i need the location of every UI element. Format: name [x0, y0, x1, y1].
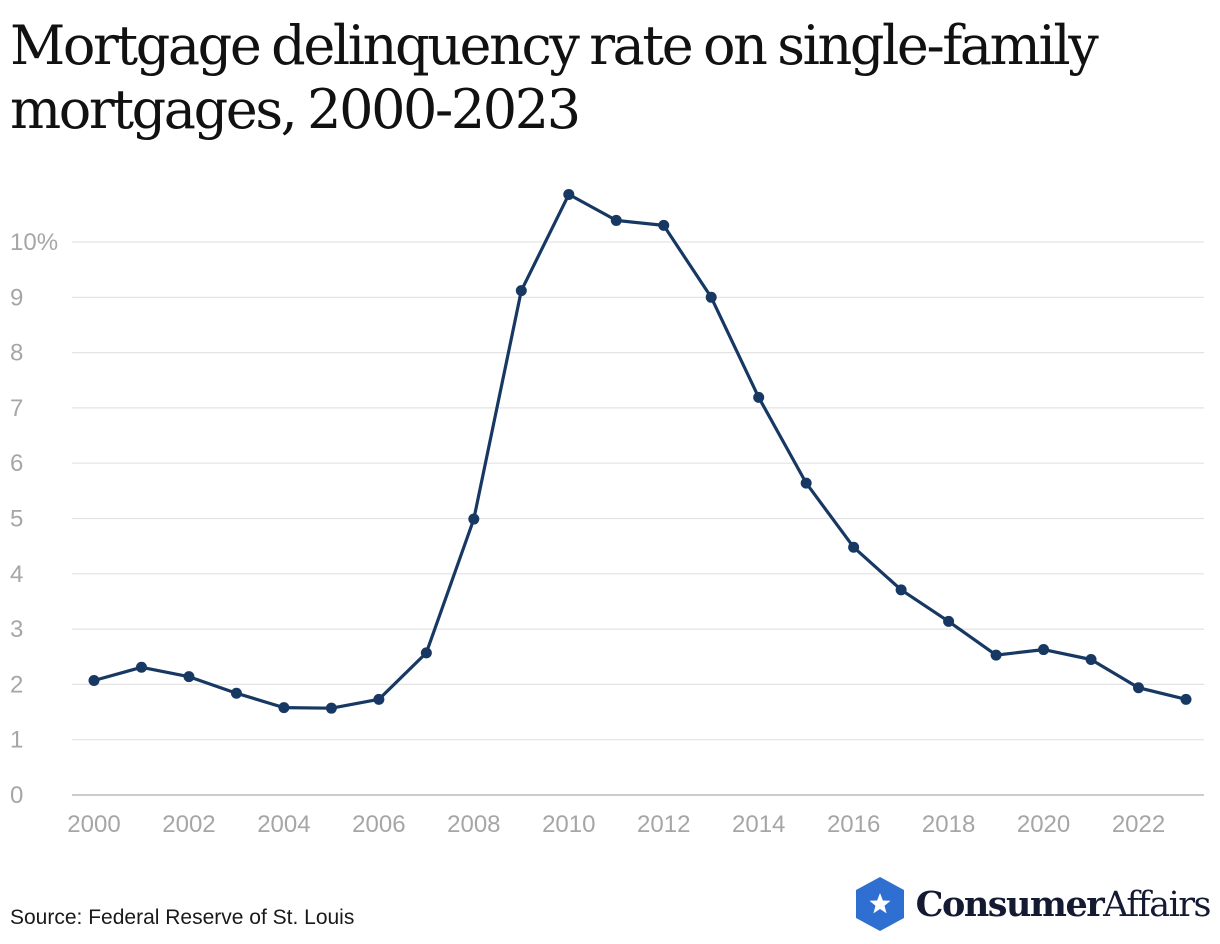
- series-line: [92, 192, 1188, 710]
- data-point: [990, 649, 1002, 661]
- brand-name-light: Affairs: [1103, 884, 1211, 925]
- data-point: [468, 513, 480, 525]
- brand-name-strong: Consumer: [915, 883, 1105, 925]
- gridlines: [72, 241, 1204, 796]
- data-point: [848, 541, 860, 553]
- data-point: [1038, 644, 1050, 656]
- data-point: [753, 391, 765, 403]
- brand-logo: ConsumerAffairs: [854, 872, 1212, 936]
- x-tick-label: 2022: [1112, 811, 1165, 838]
- brand-name: ConsumerAffairs: [915, 883, 1212, 925]
- data-point: [800, 477, 812, 489]
- x-tick-label: 2008: [447, 811, 500, 838]
- series-group: [88, 188, 1192, 714]
- x-tick-label: 2000: [67, 811, 120, 838]
- x-tick-label: 2002: [162, 811, 215, 838]
- data-point: [1085, 654, 1097, 666]
- data-point: [515, 285, 527, 297]
- data-point: [373, 693, 385, 705]
- data-point: [705, 291, 717, 303]
- data-point: [230, 687, 242, 699]
- x-tick-label: 2004: [257, 811, 310, 838]
- y-tick-label: 5: [10, 506, 23, 533]
- y-tick-label: 10%: [10, 229, 58, 256]
- x-tick-label: 2006: [352, 811, 405, 838]
- y-tick-label: 1: [10, 727, 23, 754]
- data-point: [420, 647, 432, 659]
- star-icon: [855, 877, 904, 931]
- data-point: [88, 675, 100, 687]
- source-note: Source: Federal Reserve of St. Louis: [10, 906, 355, 929]
- y-tick-label: 3: [10, 616, 23, 643]
- data-point: [1180, 693, 1192, 705]
- data-point: [658, 219, 670, 231]
- data-point: [135, 661, 147, 673]
- x-axis-ticks: 2000 2002 2004 2006 2008 2010 2012 2014 2016 2018…: [67, 811, 1165, 838]
- data-point: [325, 702, 337, 714]
- data-point: [895, 584, 907, 596]
- data-point: [278, 702, 290, 714]
- data-point: [1133, 682, 1145, 694]
- y-tick-label: 0: [10, 782, 23, 809]
- x-tick-label: 2014: [732, 811, 785, 838]
- x-tick-label: 2020: [1017, 811, 1070, 838]
- y-tick-label: 8: [10, 340, 23, 367]
- x-tick-label: 2018: [922, 811, 975, 838]
- y-tick-label: 4: [10, 561, 23, 588]
- y-tick-label: 9: [10, 284, 23, 311]
- y-axis-ticks: 0 1 2 3 4 5 6 7 8 9 10%: [10, 229, 58, 809]
- x-tick-label: 2010: [542, 811, 595, 838]
- data-point: [563, 188, 575, 200]
- y-tick-label: 7: [10, 395, 23, 422]
- x-tick-label: 2016: [827, 811, 880, 838]
- data-point: [610, 214, 622, 226]
- y-tick-label: 6: [10, 450, 23, 477]
- data-point: [183, 671, 195, 683]
- chart-title: Mortgage delinquency rate on single-fami…: [10, 14, 1099, 141]
- x-tick-label: 2012: [637, 811, 690, 838]
- y-tick-label: 2: [10, 671, 23, 698]
- data-point: [943, 615, 955, 627]
